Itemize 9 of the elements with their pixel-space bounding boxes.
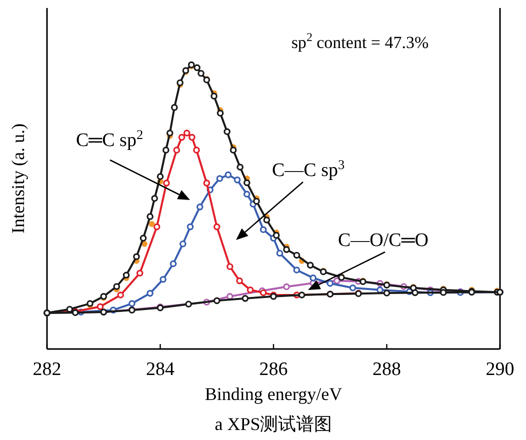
ylabel: Intensity (a. u.) [8, 124, 28, 234]
xtick: 284 [146, 359, 174, 380]
xtick: 286 [259, 359, 288, 380]
title: a XPS测试谱图 [214, 414, 332, 434]
xtick: 288 [372, 359, 401, 380]
xlabel: Binding energy/eV [204, 384, 342, 404]
annotation: sp$^{2}$ content = 47.3% [291, 30, 429, 52]
xtick: 282 [32, 359, 62, 380]
xtick: 290 [486, 359, 514, 380]
